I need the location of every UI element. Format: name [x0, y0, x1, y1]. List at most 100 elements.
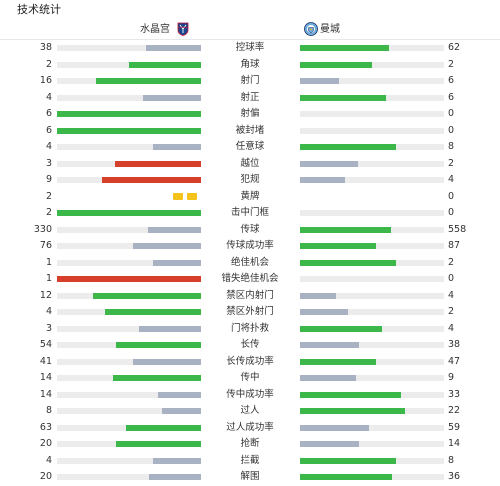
away-stat-fill: [300, 177, 345, 183]
home-stat-bar: [57, 160, 201, 167]
away-stat-bar: [300, 111, 444, 117]
stat-row: 4 任意球 8: [0, 139, 500, 156]
away-stat-bar: [300, 441, 444, 447]
away-stat-bar: [300, 309, 444, 315]
stat-row: 8 过人 22: [0, 403, 500, 420]
stat-row: 16 射门 6: [0, 73, 500, 90]
stat-row: 4 拦截 8: [0, 453, 500, 470]
away-stat-bar: [300, 210, 444, 216]
away-stat-value: 2: [448, 58, 455, 70]
home-stat-bar: [57, 45, 201, 51]
home-stat-bar: [57, 78, 201, 84]
home-team-name: 水晶宫: [140, 24, 170, 35]
stat-label: 传中成功率: [226, 388, 274, 400]
away-stat-value: 59: [448, 421, 461, 433]
header-divider: [0, 39, 500, 40]
home-stat-fill: [146, 45, 201, 51]
away-stat-value: 0: [448, 190, 455, 202]
home-stat-value: 8: [45, 405, 52, 416]
home-stat-fill: [153, 259, 201, 266]
home-stat-bar: [57, 309, 201, 315]
home-stat-value: 54: [39, 339, 52, 350]
home-stat-fill: [95, 78, 201, 84]
home-stat-value: 2: [45, 58, 52, 70]
away-stat-bar: [300, 45, 444, 51]
home-stat-value: 2: [45, 207, 52, 218]
stat-label: 射偏: [240, 108, 260, 119]
stat-row: 14 传中成功率 33: [0, 387, 500, 404]
away-stat-fill: [300, 144, 397, 150]
home-stat-fill: [133, 358, 201, 365]
away-stat-bar: [300, 259, 444, 266]
away-stat-fill: [300, 309, 348, 315]
away-stat-bar: [300, 226, 444, 233]
home-stat-value: 3: [45, 157, 52, 169]
away-stat-value: 62: [448, 42, 461, 53]
home-stat-fill: [133, 243, 201, 249]
away-stat-fill: [300, 226, 391, 233]
home-stat-fill: [153, 457, 201, 464]
home-stat-bar: [57, 408, 201, 414]
stat-row: 14 传中 9: [0, 370, 500, 387]
home-stat-value: 76: [39, 240, 52, 251]
home-stat-value: 41: [39, 355, 52, 367]
stat-label: 过人: [240, 405, 260, 416]
away-stat-bar: [300, 292, 444, 299]
stat-row: 2 击中门框 0: [0, 205, 500, 222]
away-stat-bar: [300, 375, 444, 381]
away-stat-bar: [300, 391, 444, 398]
away-stat-bar: [300, 160, 444, 167]
away-stat-fill: [300, 160, 358, 167]
stat-row: 9 犯规 4: [0, 172, 500, 189]
home-stat-bar: [57, 210, 201, 216]
stat-label: 长传: [240, 339, 260, 350]
stat-row: 20 抢断 14: [0, 436, 500, 453]
away-stat-value: 47: [448, 355, 461, 367]
stat-label: 传球: [240, 223, 260, 235]
home-stat-fill: [93, 292, 201, 299]
stat-label: 绝佳机会: [230, 256, 269, 268]
home-stat-value: 14: [39, 388, 52, 400]
away-stat-fill: [300, 474, 393, 480]
stat-row: 4 射正 6: [0, 90, 500, 107]
away-stat-value: 0: [448, 273, 455, 284]
away-stat-value: 9: [448, 372, 455, 383]
away-stat-value: 558: [448, 223, 467, 235]
home-stat-bar: [57, 342, 201, 348]
home-stat-bar: [57, 391, 201, 398]
yellow-cards-icon: [173, 192, 201, 201]
home-stat-bar: [57, 457, 201, 464]
home-stat-value: 4: [45, 91, 52, 103]
stat-label: 被封堵: [235, 124, 265, 136]
stat-label: 黄牌: [240, 190, 260, 202]
home-stat-fill: [147, 226, 201, 233]
home-stat-value: 4: [45, 306, 52, 317]
stat-label: 控球率: [235, 42, 265, 53]
home-stat-bar: [57, 276, 201, 282]
away-stat-value: 2: [448, 306, 455, 317]
home-stat-bar: [57, 474, 201, 480]
away-stat-fill: [300, 457, 397, 464]
home-stat-value: 2: [45, 190, 52, 202]
home-stat-bar: [57, 127, 201, 134]
away-stat-fill: [300, 325, 383, 332]
stat-label: 禁区外射门: [226, 306, 274, 317]
away-stat-bar: [300, 408, 444, 414]
away-stat-fill: [300, 342, 360, 348]
stat-label: 射门: [240, 75, 260, 86]
home-stat-bar: [57, 325, 201, 332]
home-stat-bar: [57, 424, 201, 431]
home-stat-value: 12: [39, 289, 52, 301]
away-stat-value: 4: [448, 289, 455, 301]
away-stat-fill: [300, 375, 357, 381]
away-stat-bar: [300, 276, 444, 282]
stat-label: 拦截: [240, 454, 260, 466]
home-stat-fill: [139, 325, 201, 332]
away-stat-value: 6: [448, 75, 455, 86]
home-stat-value: 20: [39, 438, 52, 449]
home-stat-value: 6: [45, 124, 52, 136]
away-stat-fill: [300, 424, 370, 431]
home-stat-bar: [57, 177, 201, 183]
away-stat-fill: [300, 45, 390, 51]
page-title: 技术统计: [17, 3, 61, 16]
